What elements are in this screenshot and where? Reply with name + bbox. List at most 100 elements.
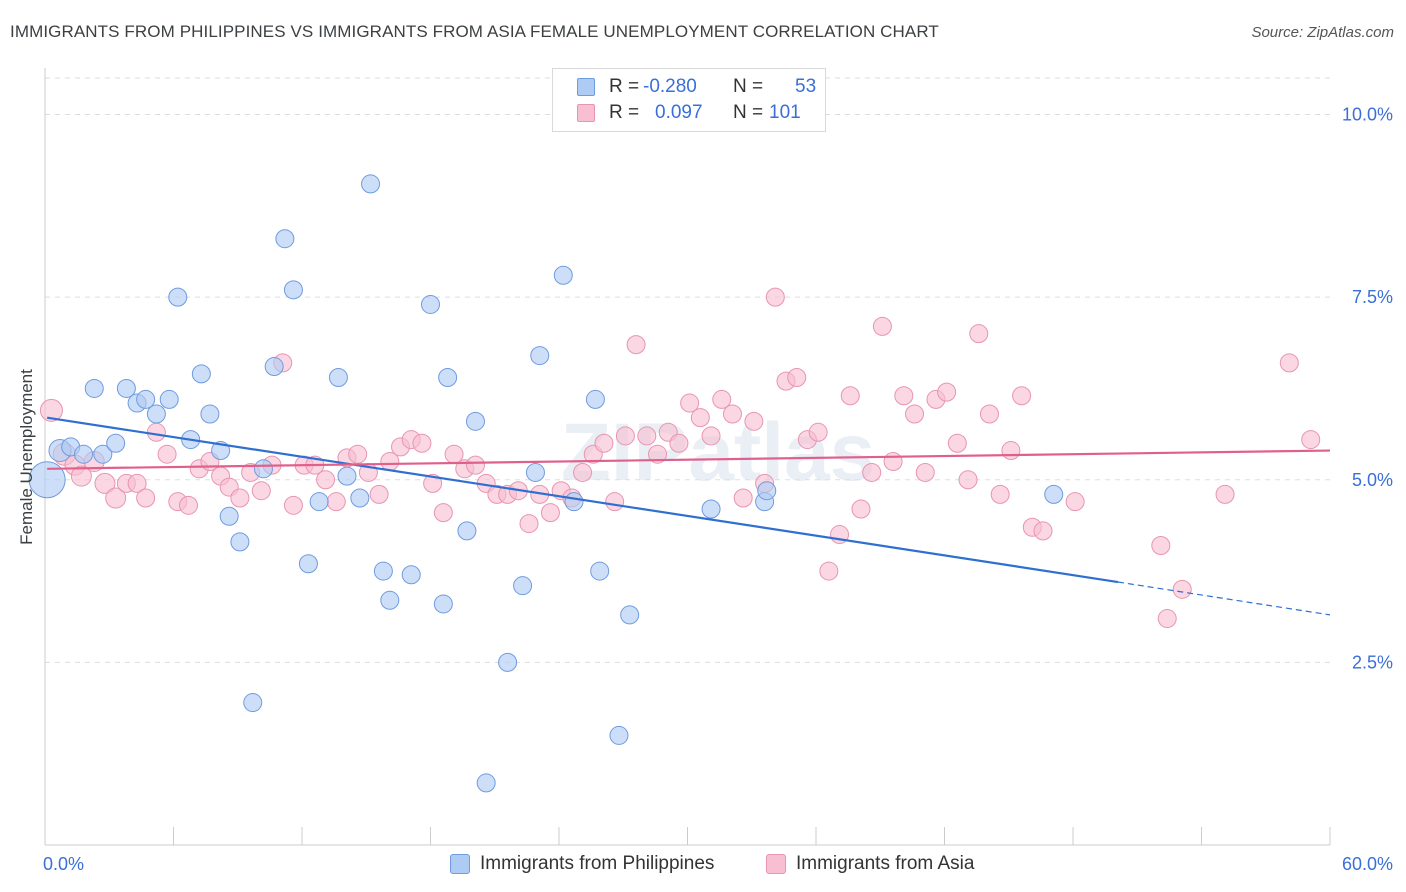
- axes: [44, 68, 1331, 846]
- r-label: R =: [609, 76, 640, 97]
- asia-point: [105, 487, 127, 509]
- asia-point: [680, 393, 700, 413]
- philippines-point: [564, 492, 584, 512]
- n-value: 53: [795, 76, 817, 97]
- philippines-point: [757, 481, 777, 501]
- r-value: -0.280: [643, 76, 697, 97]
- asia-point: [915, 462, 935, 482]
- y-axis-label: Female Unemployment: [17, 369, 36, 545]
- asia-point: [1172, 579, 1192, 599]
- source-credit: Source: ZipAtlas.com: [1251, 24, 1394, 41]
- asia-point: [979, 404, 999, 424]
- philippines-point: [361, 174, 381, 194]
- asia-point: [70, 465, 92, 487]
- philippines-swatch: [450, 854, 470, 874]
- philippines-point: [283, 280, 303, 300]
- asia-point: [594, 433, 614, 453]
- philippines-point: [298, 554, 318, 574]
- asia-point: [465, 455, 485, 475]
- asia-point: [712, 389, 732, 409]
- asia-point: [626, 335, 646, 355]
- asia-point: [605, 492, 625, 512]
- n-label: N =: [733, 102, 764, 123]
- gridlines: [45, 77, 1330, 663]
- asia-point: [157, 444, 177, 464]
- asia-point: [348, 444, 368, 464]
- asia-point: [947, 433, 967, 453]
- asia-point: [412, 433, 432, 453]
- asia-point: [1065, 492, 1085, 512]
- asia-point: [905, 404, 925, 424]
- asia-point: [840, 386, 860, 406]
- philippines-point: [136, 389, 156, 409]
- philippines-point: [421, 294, 440, 314]
- asia-point: [1157, 609, 1177, 629]
- philippines-swatch: [577, 78, 595, 96]
- asia-point: [540, 503, 560, 523]
- chart-title: IMMIGRANTS FROM PHILIPPINES VS IMMIGRANT…: [10, 22, 939, 41]
- asia-point: [1012, 386, 1032, 406]
- legend-label: Immigrants from Asia: [796, 853, 975, 874]
- n-label: N =: [733, 76, 764, 97]
- philippines-point: [457, 521, 477, 541]
- legend-label: Immigrants from Philippines: [480, 853, 715, 874]
- asia-point: [872, 316, 892, 336]
- asia-point: [316, 470, 336, 490]
- y-tick-label: 7.5%: [1352, 287, 1393, 307]
- tick-labels: 2.5% 5.0% 7.5% 10.0% 0.0% 60.0%: [43, 105, 1393, 874]
- philippines-point: [585, 389, 605, 409]
- x-tick-label: 0.0%: [43, 854, 84, 874]
- philippines-point: [337, 466, 357, 486]
- trend-lines: [46, 416, 1331, 616]
- philippines-point: [328, 367, 348, 387]
- philippines-trend-extension: [1117, 581, 1331, 616]
- asia-point: [990, 484, 1010, 504]
- philippines-point: [590, 561, 610, 581]
- asia-point: [146, 422, 166, 442]
- asia-point: [326, 492, 346, 512]
- philippines-point: [525, 462, 545, 482]
- asia-point: [969, 324, 989, 344]
- asia-swatch: [577, 104, 595, 122]
- philippines-trend-line: [46, 416, 1119, 584]
- asia-point: [1151, 536, 1171, 556]
- asia-point: [690, 408, 710, 428]
- asia-swatch: [766, 854, 786, 874]
- asia-point: [573, 462, 593, 482]
- philippines-point: [350, 488, 370, 508]
- asia-point: [862, 462, 882, 482]
- asia-point: [1033, 521, 1053, 541]
- philippines-point: [701, 499, 721, 519]
- y-tick-label: 5.0%: [1352, 470, 1393, 490]
- asia-point: [648, 444, 668, 464]
- asia-point: [94, 472, 116, 494]
- philippines-point: [28, 461, 66, 499]
- philippines-point: [401, 565, 421, 585]
- philippines-point: [530, 346, 550, 366]
- philippines-point: [498, 652, 518, 672]
- philippines-point: [93, 444, 113, 464]
- philippines-point: [84, 378, 104, 398]
- x-tick-label: 60.0%: [1342, 854, 1393, 874]
- asia-point: [765, 287, 785, 307]
- philippines-point: [264, 357, 284, 377]
- asia-point: [722, 404, 742, 424]
- philippines-point: [230, 532, 250, 552]
- philippines-point: [380, 590, 400, 610]
- philippines-point: [253, 459, 273, 479]
- data-points: [28, 174, 1321, 793]
- asia-point: [615, 426, 635, 446]
- philippines-point: [1044, 484, 1064, 504]
- asia-point: [251, 481, 271, 501]
- philippines-point: [433, 594, 453, 614]
- asia-point: [283, 495, 303, 515]
- series-legend: Immigrants from Philippines Immigrants f…: [0, 852, 1406, 876]
- asia-point: [819, 561, 839, 581]
- asia-point: [744, 411, 764, 431]
- philippines-point: [106, 433, 126, 453]
- asia-point: [369, 484, 389, 504]
- philippines-point: [309, 492, 329, 512]
- correlation-stats-box: R = -0.280 N = 53 R = 0.097 N = 101: [552, 68, 826, 132]
- philippines-point: [243, 693, 263, 713]
- asia-point: [733, 488, 753, 508]
